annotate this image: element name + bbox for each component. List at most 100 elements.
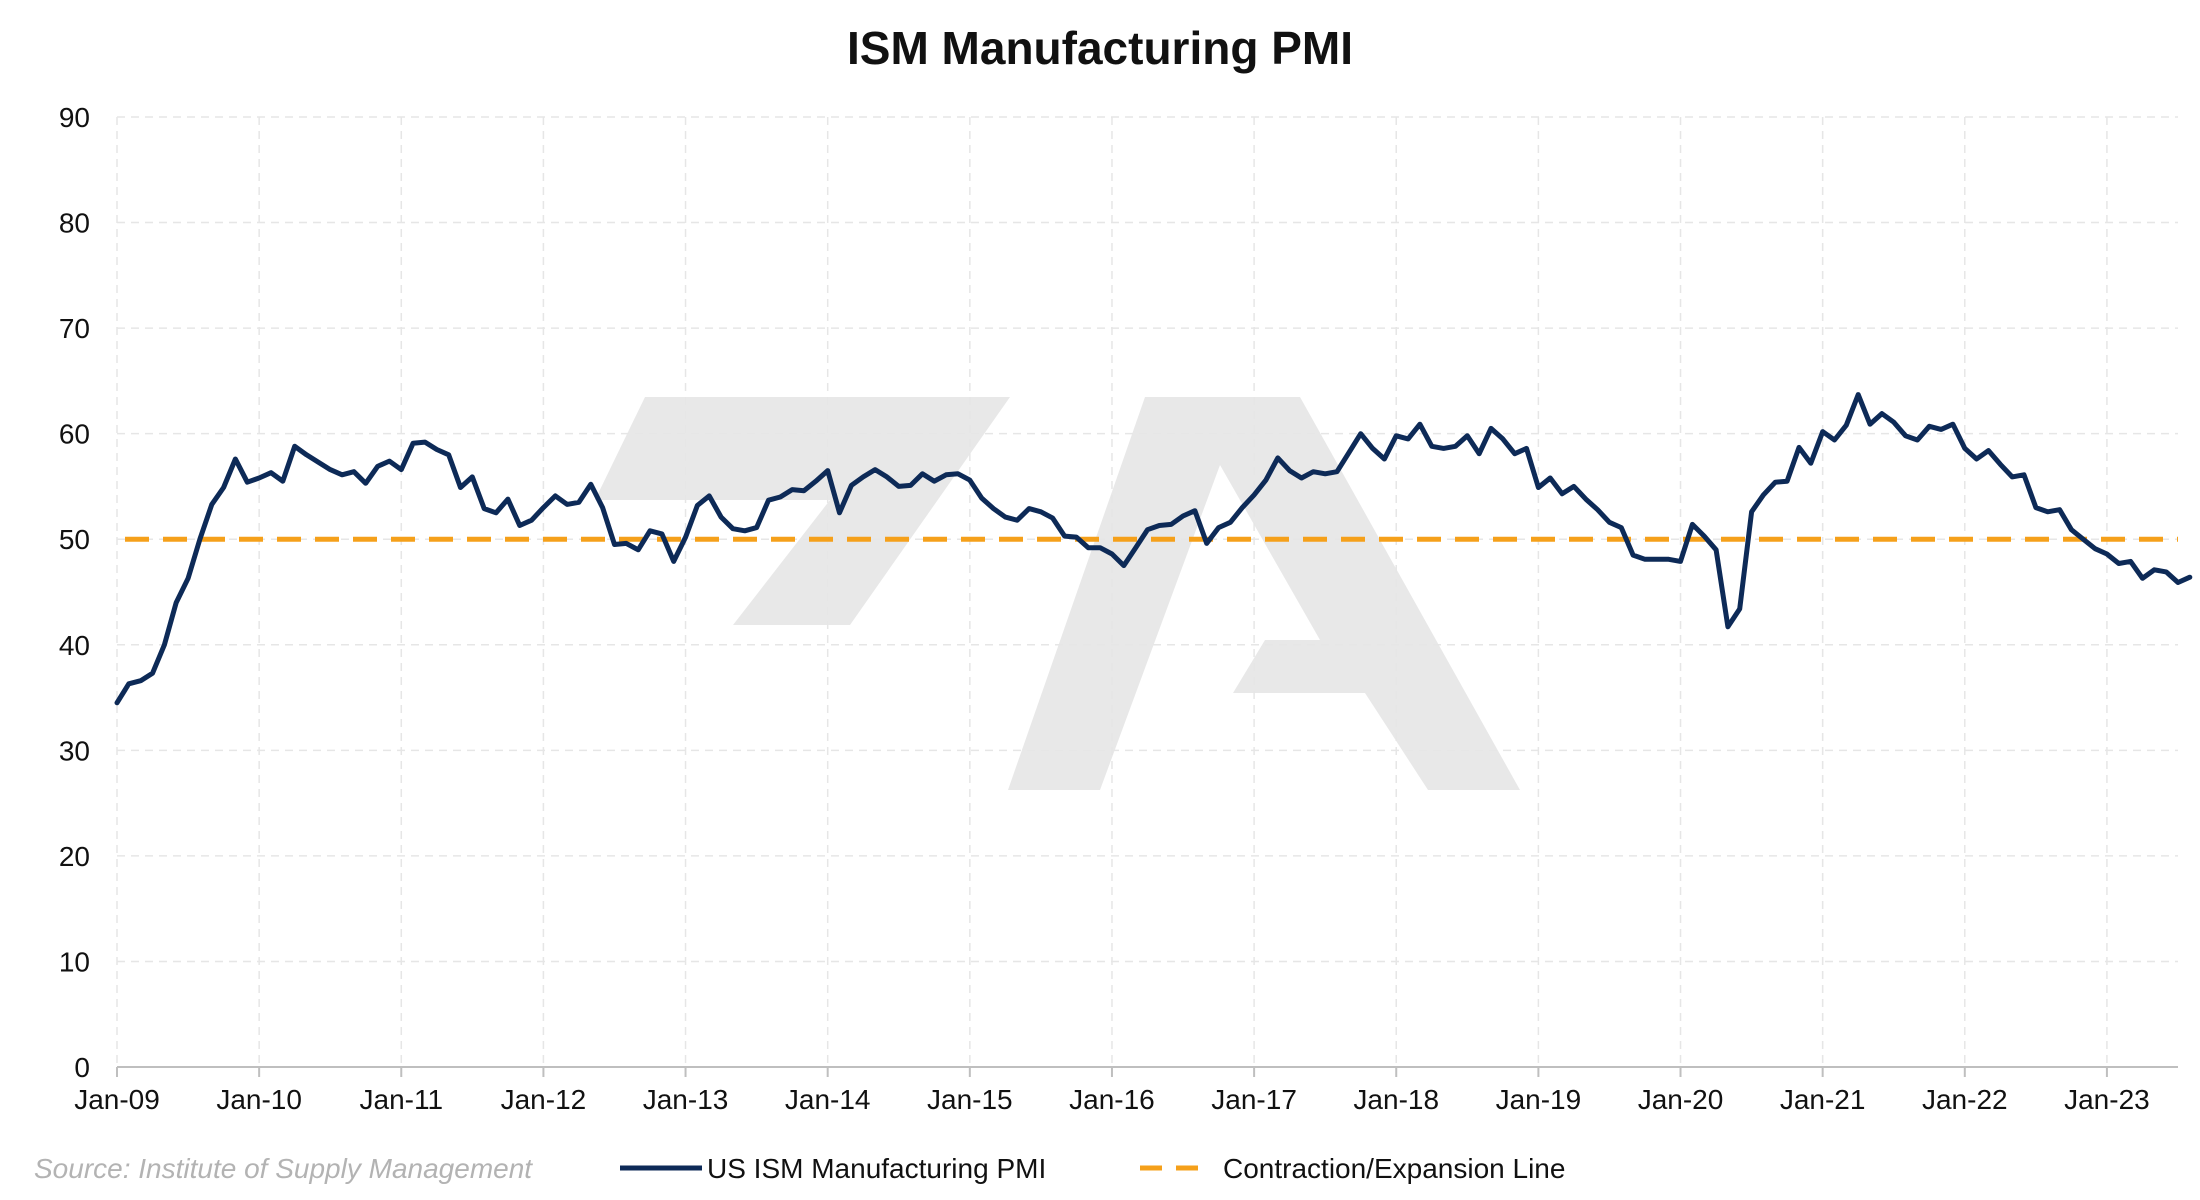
x-axis-tick-labels: Jan-09 Jan-10 Jan-11 Jan-12 Jan-13 Jan-14 Jan-…: [74, 1067, 2150, 1115]
y-tick-label: 30: [59, 735, 90, 766]
y-tick-label: 40: [59, 630, 90, 661]
data-point: [624, 541, 629, 546]
gridlines: [116, 116, 2178, 1067]
data-point: [1950, 422, 1955, 427]
data-point: [186, 576, 191, 581]
data-point: [1228, 520, 1233, 525]
data-point: [1489, 426, 1494, 431]
data-point: [209, 502, 214, 507]
data-point: [683, 535, 688, 540]
data-point: [2152, 567, 2157, 572]
data-point: [1133, 545, 1138, 550]
legend: US ISM Manufacturing PMI Contraction/Exp…: [620, 1153, 1565, 1184]
data-point: [1038, 509, 1043, 514]
series-line-us-ism-pmi: [114, 392, 2193, 706]
data-point: [1015, 518, 1020, 523]
data-point: [588, 482, 593, 487]
x-tick-label: Jan-20: [1638, 1084, 1724, 1115]
data-point: [1749, 509, 1754, 514]
data-point: [1110, 552, 1115, 557]
data-point: [1571, 484, 1576, 489]
y-tick-label: 70: [59, 313, 90, 344]
data-point: [2022, 472, 2027, 477]
x-tick-label: Jan-11: [360, 1084, 444, 1115]
data-point: [2187, 575, 2192, 580]
data-point: [399, 467, 404, 472]
data-point: [1429, 444, 1434, 449]
y-tick-label: 10: [59, 946, 90, 977]
data-point: [1169, 522, 1174, 527]
data-point: [1737, 606, 1742, 611]
data-point: [1879, 411, 1884, 416]
data-point: [280, 479, 285, 484]
data-point: [1394, 433, 1399, 438]
data-point: [1631, 553, 1636, 558]
data-point: [1027, 506, 1032, 511]
data-point: [920, 471, 925, 476]
data-point: [1382, 457, 1387, 462]
data-point: [1666, 557, 1671, 562]
data-point: [363, 481, 368, 486]
data-point: [932, 479, 937, 484]
data-point: [482, 506, 487, 511]
data-point: [873, 467, 878, 472]
data-point: [1406, 436, 1411, 441]
data-point: [1915, 438, 1920, 443]
data-point: [1607, 520, 1612, 525]
data-point: [944, 472, 949, 477]
data-point: [1512, 451, 1517, 456]
y-tick-label: 20: [59, 841, 90, 872]
data-point: [1204, 541, 1209, 546]
data-point: [1583, 497, 1588, 502]
y-tick-label: 50: [59, 524, 90, 555]
legend-label-pmi: US ISM Manufacturing PMI: [707, 1153, 1046, 1184]
data-point: [1216, 525, 1221, 530]
data-point: [600, 505, 605, 510]
data-point: [576, 500, 581, 505]
data-point: [1785, 479, 1790, 484]
data-point: [138, 678, 143, 683]
data-point: [1086, 545, 1091, 550]
data-point: [1761, 492, 1766, 497]
y-tick-label: 80: [59, 208, 90, 239]
data-point: [1358, 431, 1363, 436]
data-point: [1524, 446, 1529, 451]
y-tick-label: 60: [59, 419, 90, 450]
data-point: [1808, 461, 1813, 466]
data-point: [742, 528, 747, 533]
watermark-a-shape: [1008, 397, 1520, 790]
data-point: [328, 467, 333, 472]
x-tick-label: Jan-09: [74, 1084, 160, 1115]
data-point: [1927, 424, 1932, 429]
data-point: [1145, 527, 1150, 532]
data-point: [849, 483, 854, 488]
data-point: [1417, 422, 1422, 427]
data-point: [1157, 523, 1162, 528]
data-point: [1050, 516, 1055, 521]
data-point: [126, 681, 131, 686]
data-point: [1500, 436, 1505, 441]
data-point: [162, 642, 167, 647]
data-point: [1678, 559, 1683, 564]
data-point: [470, 474, 475, 479]
source-note: Source: Institute of Supply Management: [34, 1153, 533, 1184]
data-point: [115, 700, 120, 705]
x-tick-label: Jan-14: [785, 1084, 871, 1115]
data-point: [292, 444, 297, 449]
data-point: [340, 472, 345, 477]
data-point: [1868, 422, 1873, 427]
data-point: [221, 485, 226, 490]
data-point: [2069, 527, 2074, 532]
data-point: [375, 464, 380, 469]
data-point: [1725, 624, 1730, 629]
data-point: [1832, 438, 1837, 443]
x-tick-label: Jan-18: [1353, 1084, 1439, 1115]
data-point: [1998, 462, 2003, 467]
x-tick-label: Jan-10: [216, 1084, 302, 1115]
x-tick-label: Jan-17: [1211, 1084, 1297, 1115]
data-point: [2045, 509, 2050, 514]
x-tick-label: Jan-16: [1069, 1084, 1155, 1115]
data-point: [766, 498, 771, 503]
data-point: [861, 474, 866, 479]
data-point: [1986, 448, 1991, 453]
